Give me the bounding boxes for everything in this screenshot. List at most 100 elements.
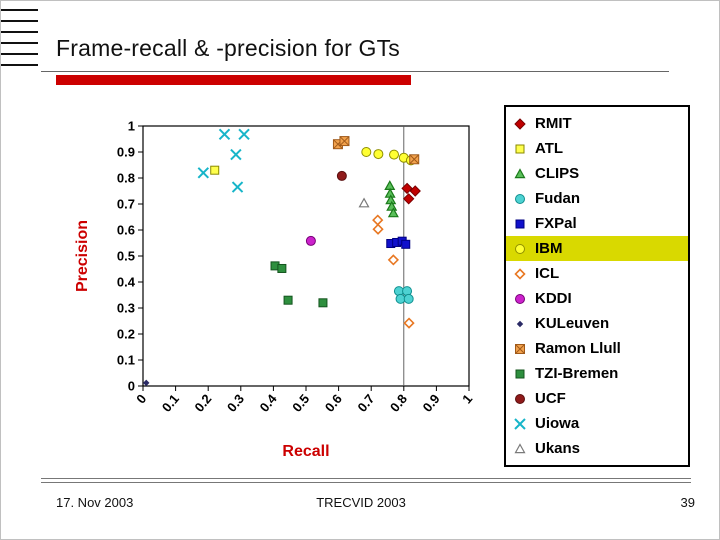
legend-item-atl: ATL: [506, 136, 688, 161]
legend-item-rmit: RMIT: [506, 111, 688, 136]
plot-area: [142, 125, 470, 387]
y-axis-title: Precision: [74, 220, 91, 292]
corner-line: [1, 31, 38, 33]
legend-item-kuleuven: KULeuven: [506, 311, 688, 336]
footer-divider: [41, 478, 691, 483]
point-ibm: [373, 149, 384, 160]
y-tick-label: 0.8: [117, 171, 135, 186]
legend-item-ibm: IBM: [506, 236, 688, 261]
x-icon: [514, 417, 526, 430]
x-tick-label: 0.9: [420, 391, 443, 414]
point-fxpal: [401, 239, 411, 249]
legend-item-ukans: Ukans: [506, 436, 688, 461]
point-uiowa: [230, 148, 242, 161]
corner-line: [1, 20, 38, 22]
legend-item-tzi-bremen: TZI-Bremen: [506, 361, 688, 386]
corner-line: [1, 53, 38, 55]
y-tick-label: 0.6: [117, 223, 135, 238]
square-icon: [515, 144, 525, 153]
title-underline: [41, 71, 669, 72]
legend-label: Uiowa: [535, 415, 580, 432]
legend-item-fudan: Fudan: [506, 186, 688, 211]
corner-line: [1, 42, 38, 44]
legend-label: KULeuven: [535, 315, 610, 332]
legend-label: RMIT: [535, 115, 572, 132]
x-tick-label: 0: [133, 391, 149, 406]
x-tick-label: 0.1: [159, 391, 182, 414]
circle-icon: [515, 393, 525, 404]
legend-label: CLIPS: [535, 165, 580, 182]
point-atl: [210, 165, 220, 175]
square-icon: [515, 219, 525, 228]
legend-item-icl: ICL: [506, 261, 688, 286]
diamond-icon: [514, 117, 526, 130]
point-icl: [387, 254, 399, 266]
legend-item-clips: CLIPS: [506, 161, 688, 186]
y-tick-label: 0.1: [117, 353, 135, 368]
point-ramon-llull: [409, 154, 420, 165]
slide-title: Frame-recall & -precision for GTs: [56, 35, 401, 61]
circle-icon: [515, 243, 525, 254]
diamond-icon: [516, 320, 524, 327]
point-fudan: [403, 293, 414, 304]
x-tick-label: 0.6: [322, 391, 345, 414]
legend-label: TZI-Bremen: [535, 365, 619, 382]
scatter-chart: 0 0.1 0.2 0.3 0.4 0.5 0.6 0.7 0.8 0.9 1 0 0.1 0.2 0.3 0…: [74, 119, 475, 461]
footer-date: 17. Nov 2003: [56, 495, 134, 510]
point-tzi-bremen: [318, 298, 328, 308]
triangle-icon: [514, 167, 526, 178]
x-tick-label: 0.5: [289, 391, 312, 414]
square-hatch-icon: [515, 343, 525, 354]
legend-label: Ukans: [535, 440, 581, 457]
footer-conference: TRECVID 2003: [316, 495, 406, 510]
legend-item-kddi: KDDI: [506, 286, 688, 311]
footer-page-number: 39: [680, 495, 695, 510]
y-tick-label: 0.3: [117, 301, 135, 316]
legend-label: Ramon Llull: [535, 340, 621, 357]
legend-label: Fudan: [535, 190, 580, 207]
point-kddi: [305, 235, 316, 246]
legend-label: FXPal: [535, 215, 577, 232]
x-tick-label: 0.8: [387, 391, 410, 414]
point-uiowa: [238, 128, 250, 141]
point-icl: [372, 223, 384, 235]
point-rmit: [402, 193, 415, 205]
footer: 17. Nov 2003 TRECVID 2003 39: [1, 495, 719, 515]
circle-icon: [515, 293, 525, 304]
y-tick-label: 0.4: [117, 275, 136, 290]
point-ramon-llull: [339, 136, 350, 147]
x-tick-label: 0.4: [257, 391, 281, 415]
circle-icon: [515, 193, 525, 204]
point-ucf: [336, 170, 347, 181]
point-tzi-bremen: [283, 295, 293, 305]
chart-legend: RMIT ATL CLIPS Fudan FXPal IBM ICL KDDI KULeuven…: [504, 105, 690, 467]
y-tick-label: 0.5: [117, 249, 135, 264]
x-tick-label: 0.7: [354, 391, 377, 414]
y-tick-label: 0.7: [117, 197, 135, 212]
point-rmit: [401, 182, 413, 195]
corner-line: [1, 9, 38, 11]
point-rmit: [409, 185, 421, 197]
point-tzi-bremen: [277, 263, 287, 273]
y-tick-label: 1: [128, 119, 135, 134]
legend-label: ICL: [535, 265, 560, 282]
point-kuleuven: [143, 379, 150, 387]
legend-label: KDDI: [535, 290, 572, 307]
corner-line: [1, 64, 38, 66]
square-icon: [515, 369, 525, 378]
diamond-open-icon: [514, 267, 526, 280]
y-tick-label: 0: [128, 379, 135, 394]
point-icl: [403, 317, 415, 329]
legend-item-ramon-llull: Ramon Llull: [506, 336, 688, 361]
legend-item-ucf: UCF: [506, 386, 688, 411]
point-uiowa: [197, 167, 210, 179]
legend-label: UCF: [535, 390, 566, 407]
y-tick-label: 0.9: [117, 145, 135, 160]
title-red-bar: [56, 75, 411, 85]
point-clips: [387, 207, 399, 218]
legend-label: ATL: [535, 140, 564, 157]
legend-item-fxpal: FXPal: [506, 211, 688, 236]
triangle-open-icon: [514, 442, 526, 453]
point-clips: [386, 200, 398, 211]
